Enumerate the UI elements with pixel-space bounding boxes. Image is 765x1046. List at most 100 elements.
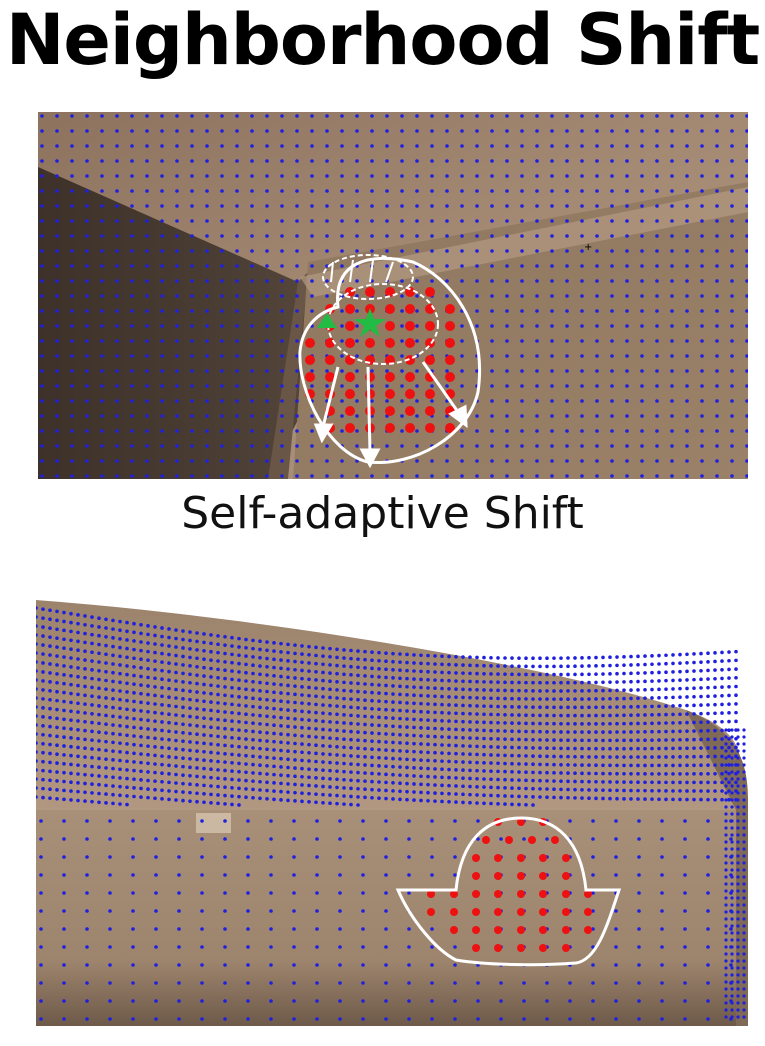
red-point <box>345 304 355 314</box>
blue-point <box>167 712 171 717</box>
blue-point <box>650 696 654 700</box>
neighborhood-points <box>427 818 592 952</box>
blue-point <box>69 771 73 776</box>
blue-point <box>692 660 696 665</box>
blue-point <box>188 799 192 803</box>
blue-point <box>272 756 276 760</box>
blue-point <box>41 643 45 647</box>
blue-point <box>426 718 430 722</box>
red-point <box>517 872 525 880</box>
blue-point <box>601 788 605 792</box>
blue-point <box>461 752 465 756</box>
blue-point <box>510 713 514 717</box>
blue-point <box>706 789 710 793</box>
blue-point <box>279 781 283 786</box>
blue-point <box>328 711 332 716</box>
blue-point <box>566 787 570 792</box>
blue-point <box>300 725 304 730</box>
blue-point <box>370 795 374 800</box>
blue-point <box>83 622 87 627</box>
blue-point <box>48 608 52 613</box>
blue-point <box>307 726 311 731</box>
blue-point <box>244 679 248 683</box>
blue-point <box>699 772 703 776</box>
blue-point <box>736 945 740 949</box>
blue-point <box>742 728 746 732</box>
red-point <box>405 338 415 348</box>
blue-point <box>736 1015 740 1019</box>
blue-point <box>601 705 605 709</box>
blue-point <box>293 774 297 779</box>
blue-point <box>742 1008 746 1012</box>
blue-point <box>153 719 157 723</box>
blue-point <box>699 797 703 802</box>
blue-point <box>181 705 185 710</box>
blue-point <box>489 785 493 790</box>
blue-point <box>132 682 136 686</box>
blue-point <box>678 763 682 768</box>
blue-point <box>90 685 94 690</box>
blue-point <box>55 707 59 712</box>
blue-point <box>160 737 164 741</box>
blue-point <box>335 680 339 684</box>
blue-point <box>671 729 675 734</box>
blue-point <box>580 746 584 751</box>
blue-point <box>174 653 178 658</box>
blue-point <box>664 789 668 793</box>
blue-point <box>384 659 388 664</box>
blue-point <box>321 678 325 683</box>
blue-point <box>48 769 52 774</box>
blue-point <box>730 798 734 802</box>
blue-point <box>167 627 171 631</box>
blue-point <box>736 903 740 907</box>
blue-point <box>181 781 185 786</box>
blue-point <box>412 798 416 802</box>
blue-point <box>244 695 248 700</box>
blue-point <box>461 727 465 732</box>
blue-point <box>727 771 731 776</box>
blue-point <box>622 730 626 734</box>
red-point <box>472 890 480 898</box>
blue-point <box>83 781 87 786</box>
blue-point <box>188 731 192 736</box>
blue-point <box>139 683 143 687</box>
blue-point <box>272 706 276 711</box>
blue-point <box>398 781 402 786</box>
blue-point <box>125 620 129 625</box>
blue-point <box>657 772 661 776</box>
blue-point <box>510 680 514 685</box>
blue-point <box>209 658 213 662</box>
blue-point <box>69 691 73 696</box>
blue-point <box>83 649 87 654</box>
blue-point <box>636 738 640 743</box>
blue-point <box>524 778 528 783</box>
blue-point <box>405 765 409 770</box>
blue-point <box>608 755 612 759</box>
blue-point <box>209 675 213 679</box>
blue-point <box>174 713 178 717</box>
blue-point <box>118 689 122 693</box>
blue-point <box>671 772 675 776</box>
blue-point <box>699 746 703 750</box>
blue-point <box>496 656 500 660</box>
blue-point <box>335 777 339 782</box>
blue-point <box>566 795 570 800</box>
blue-point <box>405 749 409 754</box>
blue-point <box>335 769 339 773</box>
blue-point <box>545 738 549 742</box>
blue-point <box>279 798 283 802</box>
blue-point <box>202 649 206 653</box>
blue-point <box>48 715 52 720</box>
blue-point <box>724 749 728 753</box>
blue-point <box>636 662 640 667</box>
blue-point <box>482 671 486 676</box>
blue-point <box>83 658 87 662</box>
blue-point <box>724 840 728 844</box>
blue-point <box>160 694 164 699</box>
blue-point <box>692 694 696 699</box>
blue-point <box>36 606 38 610</box>
blue-point <box>440 670 444 675</box>
blue-point <box>286 790 290 794</box>
blue-point <box>335 793 339 798</box>
blue-point <box>699 720 703 725</box>
